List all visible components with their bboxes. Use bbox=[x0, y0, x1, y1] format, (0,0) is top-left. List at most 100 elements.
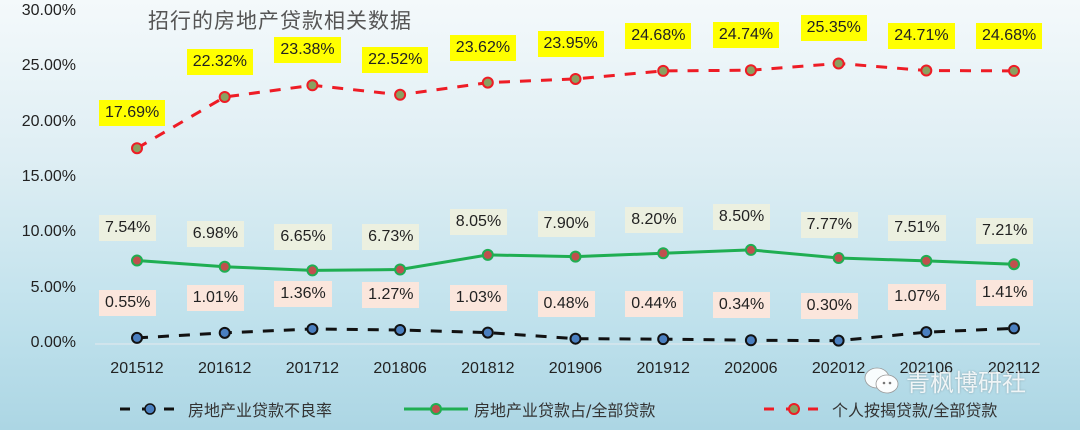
data-point-marker bbox=[131, 142, 143, 155]
data-point-marker bbox=[920, 64, 933, 77]
data-point-marker bbox=[657, 64, 670, 77]
y-tick-label: 0.00% bbox=[30, 334, 76, 351]
data-label: 1.07% bbox=[888, 284, 946, 311]
data-label: 8.20% bbox=[625, 207, 683, 234]
data-label: 24.74% bbox=[712, 22, 780, 49]
legend-label: 个人按揭贷款/全部贷款 bbox=[832, 401, 998, 420]
y-tick-label: 5.00% bbox=[30, 278, 76, 296]
legend-solid-green-line-icon bbox=[404, 403, 468, 415]
data-label: 24.68% bbox=[976, 22, 1043, 49]
data-label: 24.71% bbox=[888, 22, 955, 49]
data-label: 25.35% bbox=[800, 15, 867, 42]
data-point-marker bbox=[1008, 322, 1020, 335]
watermark-text: 青枫博研社 bbox=[906, 369, 1026, 397]
data-point-marker bbox=[394, 88, 407, 101]
legend-item-mortgage: 个人按揭贷款/全部贷款 bbox=[760, 397, 997, 421]
y-tick-label: 30.00% bbox=[21, 2, 76, 19]
x-tick-label: 201812 bbox=[461, 360, 515, 377]
data-point-marker bbox=[306, 79, 319, 92]
x-tick-label: 201806 bbox=[373, 360, 427, 377]
watermark: 青枫博研社 bbox=[862, 363, 1026, 398]
data-label: 22.32% bbox=[186, 48, 253, 75]
data-label: 23.38% bbox=[274, 37, 341, 64]
data-label: 0.34% bbox=[712, 292, 771, 319]
legend-item-npl: 房地产业贷款不良率 bbox=[116, 397, 332, 421]
x-tick-label: 202112 bbox=[987, 360, 1041, 377]
legend-label: 房地产业贷款不良率 bbox=[188, 401, 333, 420]
data-point-marker bbox=[394, 263, 407, 276]
data-point-marker bbox=[657, 247, 670, 260]
y-tick-label: 10.00% bbox=[21, 223, 76, 241]
x-tick-label: 201512 bbox=[110, 360, 164, 377]
x-tick-label: 202012 bbox=[811, 360, 866, 377]
data-label: 17.69% bbox=[99, 100, 166, 127]
data-point-marker bbox=[657, 333, 670, 346]
data-point-marker bbox=[131, 331, 143, 344]
legend-dashed-dark-line-icon bbox=[120, 403, 180, 415]
data-label: 0.55% bbox=[99, 289, 157, 316]
data-label: 1.03% bbox=[449, 284, 508, 311]
data-label: 6.98% bbox=[186, 220, 245, 247]
data-label: 0.30% bbox=[800, 292, 858, 319]
data-point-marker bbox=[481, 76, 494, 89]
chart-title: 招行的房地产贷款相关数据 bbox=[148, 9, 412, 33]
data-point-marker bbox=[569, 72, 582, 85]
y-tick-label: 20.00% bbox=[21, 112, 76, 130]
data-point-marker bbox=[306, 264, 319, 277]
data-point-marker bbox=[744, 64, 757, 77]
data-label: 1.01% bbox=[186, 284, 245, 311]
data-point-marker bbox=[569, 250, 582, 263]
x-tick-label: 201912 bbox=[636, 360, 690, 377]
data-label: 23.95% bbox=[537, 30, 604, 57]
data-point-marker bbox=[569, 332, 582, 345]
data-label: 0.44% bbox=[625, 291, 683, 318]
data-point-marker bbox=[218, 326, 231, 339]
data-point-marker bbox=[481, 326, 494, 339]
data-point-marker bbox=[744, 243, 757, 256]
data-label: 1.27% bbox=[362, 281, 420, 308]
x-tick-label: 202006 bbox=[724, 360, 778, 377]
data-point-marker bbox=[920, 326, 933, 339]
data-point-marker bbox=[481, 248, 494, 261]
data-label: 6.65% bbox=[274, 224, 332, 251]
wechat-icon bbox=[864, 367, 899, 393]
data-point-marker bbox=[218, 260, 231, 273]
data-label: 0.48% bbox=[537, 290, 595, 317]
data-label: 8.05% bbox=[449, 208, 508, 235]
data-label: 24.68% bbox=[625, 22, 692, 49]
data-label: 8.50% bbox=[712, 203, 771, 230]
legend-label: 房地产业贷款占/全部贷款 bbox=[474, 401, 656, 420]
data-label: 7.54% bbox=[99, 214, 157, 241]
data-point-marker bbox=[394, 323, 407, 336]
data-point-marker bbox=[832, 57, 845, 70]
data-point-marker bbox=[306, 322, 319, 335]
y-tick-label: 25.00% bbox=[21, 57, 76, 75]
legend-dashed-red-line-icon bbox=[764, 403, 824, 415]
data-point-marker bbox=[832, 334, 845, 347]
data-label: 1.36% bbox=[274, 280, 332, 307]
data-point-marker bbox=[920, 254, 933, 267]
data-point-marker bbox=[131, 254, 143, 267]
data-label: 7.51% bbox=[888, 214, 946, 241]
data-point-marker bbox=[1008, 64, 1020, 77]
x-tick-label: 202106 bbox=[899, 360, 953, 377]
data-label: 7.21% bbox=[976, 218, 1034, 245]
data-point-marker bbox=[1008, 258, 1020, 271]
data-point-marker bbox=[832, 252, 845, 265]
data-label: 7.77% bbox=[800, 212, 858, 238]
x-tick-label: 201712 bbox=[285, 360, 340, 377]
y-tick-label: 15.00% bbox=[21, 168, 76, 185]
legend-item-share: 房地产业贷款占/全部贷款 bbox=[402, 397, 655, 421]
data-point-marker bbox=[744, 334, 757, 347]
data-label: 1.41% bbox=[976, 280, 1034, 307]
data-point-marker bbox=[218, 90, 231, 103]
data-label: 6.73% bbox=[362, 223, 420, 250]
x-tick-label: 201612 bbox=[197, 360, 252, 377]
legend: 房地产业贷款不良率 房地产业贷款占/全部贷款 个人按揭贷款/全部贷款 bbox=[0, 397, 1080, 423]
x-tick-label: 201906 bbox=[548, 360, 603, 377]
data-label: 23.62% bbox=[449, 34, 517, 61]
data-label: 22.52% bbox=[362, 46, 429, 73]
data-label: 7.90% bbox=[537, 210, 595, 237]
